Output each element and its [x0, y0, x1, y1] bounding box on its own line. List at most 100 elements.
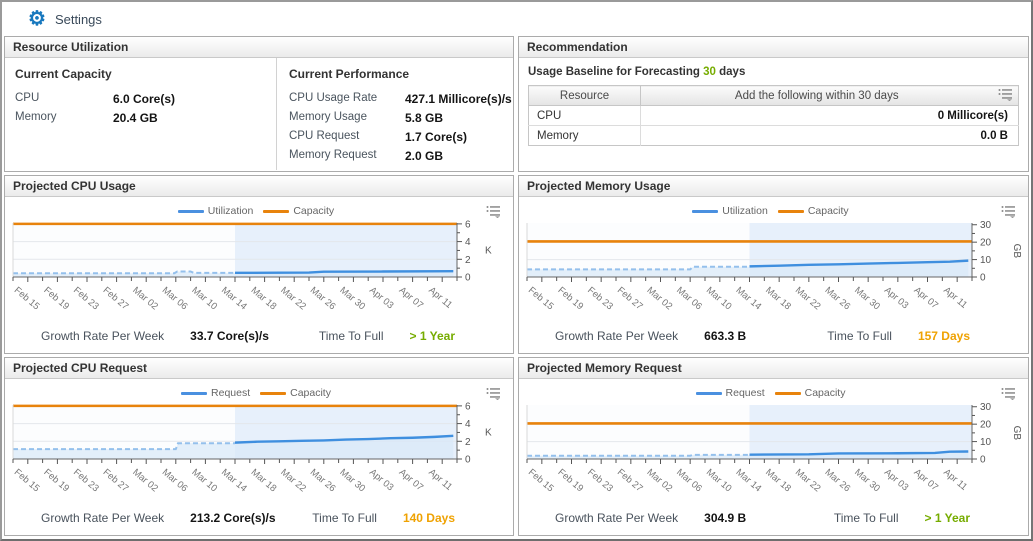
svg-text:Mar 14: Mar 14 — [219, 467, 249, 494]
cpu-usage-chart[interactable]: Feb 15 Feb 19 Feb 23 Feb 27 Mar 02 Mar 06 Mar … — [5, 219, 513, 328]
column-header-resource[interactable]: Resource — [528, 85, 641, 106]
settings-label: Settings — [54, 11, 102, 27]
svg-text:Mar 18: Mar 18 — [249, 285, 279, 312]
svg-text:Apr 03: Apr 03 — [882, 285, 911, 311]
panel-title: Projected Memory Request — [519, 358, 1028, 379]
svg-text:Mar 06: Mar 06 — [160, 285, 190, 312]
recommendation-panel: Recommendation Usage Baseline for Foreca… — [518, 36, 1029, 172]
svg-text:Mar 26: Mar 26 — [823, 467, 853, 494]
row-value: 6.0 Core(s) — [113, 92, 176, 106]
svg-text:Mar 10: Mar 10 — [704, 467, 734, 494]
row-value: 1.7 Core(s) — [405, 130, 468, 144]
time-to-full-label: Time To Full — [318, 329, 384, 343]
svg-text:Apr 03: Apr 03 — [367, 467, 396, 493]
svg-text:Mar 06: Mar 06 — [674, 467, 704, 494]
svg-text:Mar 06: Mar 06 — [160, 467, 190, 494]
resource-cell: CPU — [528, 105, 641, 126]
row-value: 20.4 GB — [113, 111, 158, 125]
projected-memory-request-panel: Projected Memory Request Request Capacit… — [518, 357, 1029, 536]
performance-row-memory-usage: Memory Usage 5.8 GB — [289, 111, 513, 125]
capacity-legend-label: Capacity — [804, 387, 846, 399]
svg-text:Feb 23: Feb 23 — [71, 285, 101, 312]
projected-cpu-request-panel: Projected CPU Request Request Capacity F… — [4, 357, 514, 536]
value-cell: 0 Millicore(s) — [640, 105, 1019, 126]
table-row[interactable]: CPU 0 Millicore(s) — [528, 105, 1019, 126]
baseline-days-value: 30 — [703, 66, 716, 78]
resource-cell: Memory — [528, 125, 641, 146]
svg-text:Feb 23: Feb 23 — [71, 467, 101, 494]
chart-stats: Growth Rate Per Week 663.3 B Time To Ful… — [519, 329, 1028, 343]
svg-text:Feb 27: Feb 27 — [101, 285, 131, 312]
svg-text:Mar 30: Mar 30 — [852, 467, 882, 494]
svg-text:Mar 22: Mar 22 — [278, 285, 308, 312]
value-cell: 0.0 B — [640, 125, 1019, 146]
capacity-swatch — [260, 391, 287, 395]
svg-text:Apr 07: Apr 07 — [397, 285, 426, 311]
row-label: CPU Usage Rate — [289, 92, 378, 104]
svg-text:Feb 19: Feb 19 — [556, 285, 586, 312]
svg-text:Mar 14: Mar 14 — [734, 467, 764, 494]
current-performance-section: Current Performance CPU Usage Rate 427.1… — [277, 58, 513, 170]
row-label: CPU Request — [289, 130, 360, 142]
row-label: Memory Usage — [289, 111, 367, 123]
svg-text:Mar 26: Mar 26 — [308, 467, 338, 494]
svg-text:Mar 06: Mar 06 — [674, 285, 704, 312]
panel-title: Projected CPU Usage — [5, 176, 513, 197]
time-to-full-value: > 1 Year — [409, 329, 456, 343]
svg-text:Mar 30: Mar 30 — [337, 285, 367, 312]
svg-text:Apr 07: Apr 07 — [912, 285, 941, 311]
svg-text:6: 6 — [465, 220, 471, 230]
svg-text:10: 10 — [980, 437, 992, 448]
svg-text:Mar 14: Mar 14 — [734, 285, 764, 312]
svg-text:Feb 15: Feb 15 — [526, 285, 556, 312]
growth-rate-label: Growth Rate Per Week — [555, 329, 679, 343]
series-legend-label: Request — [211, 387, 251, 399]
customizer-icon[interactable] — [486, 387, 501, 405]
cpu-request-chart[interactable]: Feb 15 Feb 19 Feb 23 Feb 27 Mar 02 Mar 06 Mar … — [5, 401, 513, 510]
time-to-full-value: > 1 Year — [924, 511, 971, 525]
memory-request-chart[interactable]: Feb 15 Feb 19 Feb 23 Feb 27 Mar 02 Mar 06 Mar … — [519, 402, 1028, 510]
customizer-icon[interactable] — [1001, 205, 1016, 223]
capacity-legend-label: Capacity — [293, 205, 335, 217]
memory-usage-chart[interactable]: Feb 15 Feb 19 Feb 23 Feb 27 Mar 02 Mar 06 Mar … — [519, 220, 1028, 328]
chart-legend: Utilization Capacity — [5, 202, 513, 220]
svg-text:4: 4 — [465, 237, 471, 248]
svg-text:Feb 15: Feb 15 — [526, 467, 556, 494]
svg-text:GB: GB — [1011, 244, 1022, 259]
svg-text:0: 0 — [465, 455, 471, 466]
svg-text:Mar 02: Mar 02 — [645, 467, 675, 494]
capacity-row-memory: Memory 20.4 GB — [15, 111, 276, 125]
svg-text:Mar 02: Mar 02 — [130, 285, 160, 312]
panel-title: Projected CPU Request — [5, 358, 513, 379]
series-legend-label: Utilization — [207, 205, 254, 217]
growth-rate-label: Growth Rate Per Week — [41, 329, 165, 343]
svg-text:4: 4 — [465, 419, 471, 430]
customizer-icon[interactable] — [998, 88, 1013, 101]
table-row[interactable]: Memory 0.0 B — [528, 125, 1019, 146]
svg-text:2: 2 — [465, 437, 471, 448]
time-to-full-label: Time To Full — [833, 511, 899, 525]
capacity-legend-label: Capacity — [290, 387, 331, 399]
customizer-icon[interactable] — [486, 205, 501, 223]
row-label: Memory — [15, 111, 57, 123]
row-value: 427.1 Millicore(s)/s — [405, 92, 512, 106]
svg-text:Feb 15: Feb 15 — [12, 285, 42, 312]
capacity-swatch — [774, 391, 801, 395]
row-label: Memory Request — [289, 149, 377, 161]
svg-text:Feb 19: Feb 19 — [556, 467, 586, 494]
svg-text:Feb 27: Feb 27 — [615, 285, 645, 312]
svg-text:Mar 02: Mar 02 — [130, 467, 160, 494]
svg-text:Mar 18: Mar 18 — [763, 467, 793, 494]
svg-text:Mar 26: Mar 26 — [308, 285, 338, 312]
svg-text:6: 6 — [465, 402, 471, 412]
svg-text:Mar 10: Mar 10 — [704, 285, 734, 312]
settings-button[interactable]: ⚙ Settings — [4, 4, 1029, 34]
svg-text:Feb 19: Feb 19 — [41, 467, 71, 494]
table-customizer-cell[interactable] — [992, 85, 1019, 106]
svg-text:10: 10 — [980, 255, 992, 266]
capacity-row-cpu: CPU 6.0 Core(s) — [15, 92, 276, 106]
svg-text:Apr 03: Apr 03 — [367, 285, 396, 311]
customizer-icon[interactable] — [1001, 387, 1016, 405]
column-header-add[interactable]: Add the following within 30 days — [640, 85, 993, 106]
